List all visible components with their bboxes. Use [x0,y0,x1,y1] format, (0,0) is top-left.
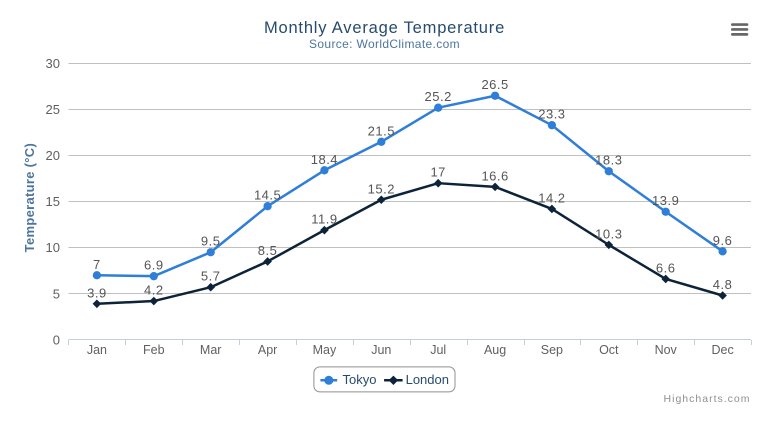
svg-text:15: 15 [46,194,60,209]
svg-text:Highcharts.com: Highcharts.com [664,393,751,405]
svg-text:Dec: Dec [711,343,733,357]
svg-text:Mar: Mar [200,343,222,357]
svg-text:Monthly Average Temperature: Monthly Average Temperature [264,19,505,37]
svg-text:21.5: 21.5 [368,123,395,138]
svg-text:Nov: Nov [655,343,678,357]
svg-text:May: May [313,343,337,357]
svg-text:London: London [406,372,449,387]
svg-text:Jan: Jan [87,343,107,357]
svg-text:10: 10 [46,240,60,255]
svg-text:Source: WorldClimate.com: Source: WorldClimate.com [309,37,460,51]
svg-text:13.9: 13.9 [652,193,679,208]
svg-text:Feb: Feb [143,343,165,357]
svg-text:25: 25 [46,102,60,117]
svg-text:5.7: 5.7 [201,269,221,284]
svg-text:Temperature (°C): Temperature (°C) [22,143,37,252]
svg-text:7: 7 [93,257,101,272]
svg-text:20: 20 [46,148,60,163]
svg-text:Jul: Jul [430,343,446,357]
svg-text:11.9: 11.9 [311,212,337,227]
svg-text:Apr: Apr [258,343,277,357]
svg-text:23.3: 23.3 [538,107,565,122]
svg-text:18.3: 18.3 [595,153,622,168]
svg-text:14.2: 14.2 [538,190,565,205]
svg-text:16.6: 16.6 [481,168,508,183]
svg-text:Oct: Oct [599,343,619,357]
svg-text:10.3: 10.3 [595,226,622,241]
svg-text:4.2: 4.2 [144,283,164,298]
svg-text:14.5: 14.5 [254,188,281,203]
svg-text:6.6: 6.6 [656,260,676,275]
svg-text:25.2: 25.2 [425,89,452,104]
svg-text:30: 30 [46,56,60,71]
svg-text:9.5: 9.5 [201,234,221,249]
svg-text:17: 17 [430,165,445,180]
svg-text:18.4: 18.4 [311,152,338,167]
svg-text:Aug: Aug [484,343,506,357]
svg-text:0: 0 [53,332,60,347]
svg-text:5: 5 [53,286,60,301]
svg-text:4.8: 4.8 [713,277,733,292]
svg-text:Tokyo: Tokyo [343,372,377,387]
svg-text:9.6: 9.6 [713,233,733,248]
svg-text:15.2: 15.2 [368,181,395,196]
svg-text:3.9: 3.9 [87,285,107,300]
svg-text:6.9: 6.9 [144,258,164,273]
svg-text:Jun: Jun [371,343,391,357]
svg-text:26.5: 26.5 [481,77,508,92]
svg-text:Sep: Sep [541,343,563,357]
svg-text:8.5: 8.5 [258,243,278,258]
